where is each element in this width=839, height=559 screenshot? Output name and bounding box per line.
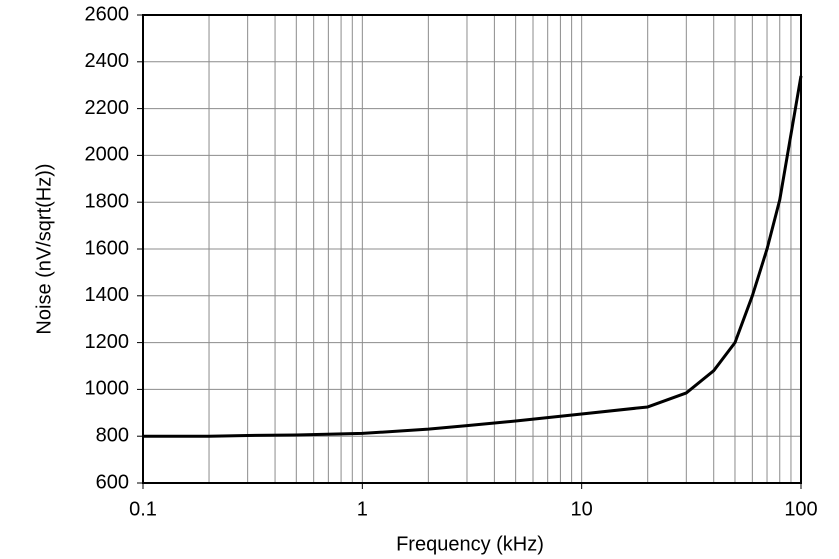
y-tick-label: 1600 — [85, 237, 130, 259]
y-tick-label: 2600 — [85, 3, 130, 25]
y-axis-title: Noise (nV/sqrt(Hz)) — [33, 163, 55, 334]
x-tick-label: 100 — [784, 498, 817, 520]
x-tick-label: 10 — [571, 498, 593, 520]
y-tick-label: 1800 — [85, 190, 130, 212]
x-axis-title: Frequency (kHz) — [396, 533, 544, 555]
y-tick-label: 2000 — [85, 144, 130, 166]
y-tick-label: 1000 — [85, 378, 130, 400]
y-tick-label: 2200 — [85, 97, 130, 119]
data-line — [143, 75, 803, 438]
y-tick-label: 600 — [96, 471, 129, 493]
y-tick-label: 1400 — [85, 284, 130, 306]
y-tick-label: 2400 — [85, 50, 130, 72]
x-tick-label: 0.1 — [129, 498, 157, 520]
x-tick-label: 1 — [357, 498, 368, 520]
y-tick-label: 800 — [96, 424, 129, 446]
plot-frame — [142, 14, 802, 484]
y-tick-label: 1200 — [85, 331, 130, 353]
